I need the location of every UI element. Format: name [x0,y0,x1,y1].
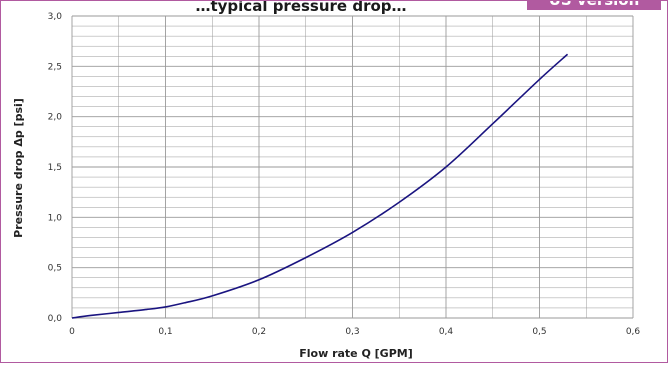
y-tick-label: 1,5 [48,163,62,173]
x-tick-labels: 0 0,1 0,2 0,3 0,4 0,5 0,6 [69,327,640,337]
x-tick-label: 0 [69,327,75,337]
y-tick-label: 2,0 [48,113,63,123]
pressure-drop-curve [71,53,569,319]
version-badge-label: US version [549,1,640,9]
x-tick-label: 0,4 [439,327,454,337]
version-badge-background [527,0,661,10]
y-tick-label: 0,0 [48,314,63,324]
y-axis-title: Pressure drop Δp [psi] [12,98,25,238]
y-tick-label: 0,5 [48,264,62,274]
y-tick-label: 1,0 [48,213,63,223]
x-tick-label: 0,1 [158,327,172,337]
x-tick-label: 0,5 [532,327,546,337]
version-badge: US version [527,0,661,10]
y-tick-label: 2,5 [48,62,62,72]
y-tick-label: 3,0 [48,12,63,22]
chart-grid [71,15,634,319]
y-tick-labels: 0,0 0,5 1,0 1,5 2,0 2,5 3,0 [48,12,63,324]
x-tick-label: 0,2 [252,327,266,337]
x-tick-label: 0,6 [626,327,641,337]
x-axis-title: Flow rate Q [GPM] [299,347,413,360]
chart-title: …typical pressure drop… [195,1,406,15]
x-tick-label: 0,3 [345,327,359,337]
